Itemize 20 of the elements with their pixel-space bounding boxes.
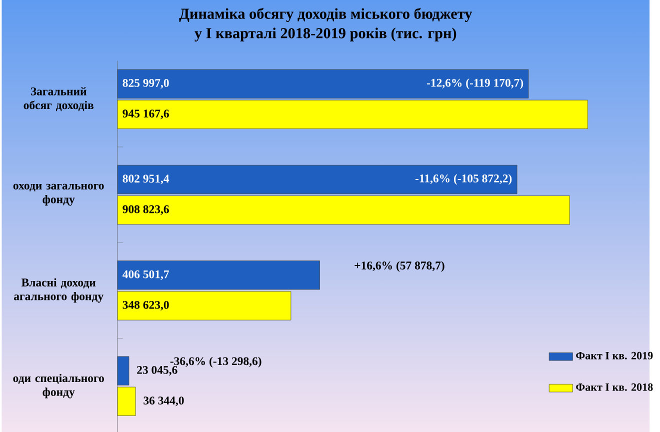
annotation: +16,6% (57 878,7)	[354, 261, 444, 272]
data-label: 348 623,0	[122, 300, 169, 310]
y-tick-label: оходи загального фонду	[13, 184, 104, 206]
annotation: -12,6% (-119 170,7)	[426, 78, 524, 89]
y-tick-label: Власні доходи агального фонду	[14, 278, 104, 303]
annotation: -36,6% (-13 298,6)	[170, 356, 262, 368]
chart-subtitle: у I кварталі 2018-2019 років (тис. грн)	[194, 28, 456, 42]
data-label: 945 167,6	[122, 109, 169, 120]
legend-label: Факт I кв. 2019	[576, 352, 653, 360]
y-tick-label: Загальний обсяг доходів	[24, 87, 94, 111]
annotation: -11,6% (-105 872,2)	[415, 174, 512, 185]
data-label: 802 951,4	[122, 174, 170, 184]
legend-label: Факт I кв. 2018	[576, 383, 653, 391]
data-label: 825 997,0	[122, 78, 169, 88]
y-tick-label: оди спеціального фонду	[13, 374, 104, 398]
chart-title: Динаміка обсягу доходів міського бюджету	[179, 8, 472, 22]
data-label: 36 344,0	[144, 396, 184, 406]
data-label: 23 045,6	[137, 366, 178, 376]
data-label: 908 823,6	[122, 205, 169, 215]
data-label: 406 501,7	[122, 270, 170, 280]
